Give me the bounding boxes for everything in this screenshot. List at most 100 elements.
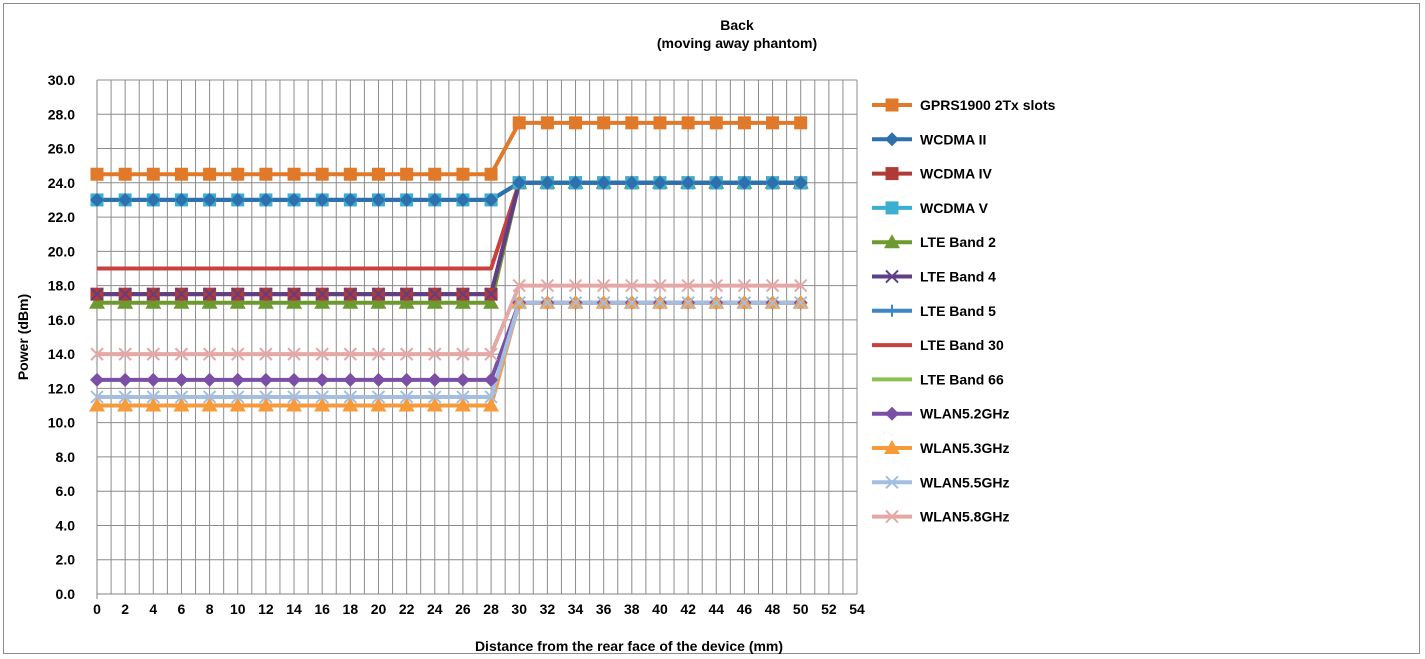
data-point bbox=[146, 347, 161, 361]
data-point bbox=[399, 347, 414, 361]
series-marker-group bbox=[90, 116, 808, 181]
data-point bbox=[89, 397, 105, 412]
data-point bbox=[287, 390, 301, 404]
data-point bbox=[569, 116, 583, 130]
data-point bbox=[512, 116, 526, 130]
data-point bbox=[793, 278, 808, 293]
data-point bbox=[512, 175, 527, 190]
x-tick-label: 14 bbox=[286, 601, 302, 617]
data-point bbox=[540, 116, 554, 130]
chart-title: Back bbox=[720, 17, 754, 33]
x-tick-label: 2 bbox=[121, 601, 129, 617]
data-point bbox=[681, 296, 695, 310]
x-tick-label: 30 bbox=[511, 601, 527, 617]
data-point bbox=[793, 296, 808, 310]
data-point bbox=[118, 372, 133, 387]
data-point bbox=[370, 397, 387, 412]
data-point bbox=[737, 296, 752, 310]
legend-marker bbox=[885, 475, 899, 490]
y-tick-label: 10.0 bbox=[48, 415, 75, 431]
data-point bbox=[315, 390, 329, 404]
data-point bbox=[145, 294, 162, 309]
y-tick-label: 30.0 bbox=[48, 72, 75, 88]
data-point bbox=[483, 397, 500, 412]
x-tick-label: 22 bbox=[399, 601, 415, 617]
x-tick-label: 42 bbox=[680, 601, 696, 617]
x-tick-label: 38 bbox=[624, 601, 640, 617]
legend-marker bbox=[884, 234, 900, 249]
data-point bbox=[343, 347, 358, 361]
data-point bbox=[286, 294, 303, 309]
data-point bbox=[118, 167, 132, 181]
data-point bbox=[117, 397, 134, 412]
data-point bbox=[287, 287, 301, 301]
data-point bbox=[343, 192, 358, 207]
data-point bbox=[146, 167, 160, 181]
data-point bbox=[90, 390, 104, 404]
legend-label: WLAN5.2GHz bbox=[920, 406, 1009, 422]
y-tick-label: 4.0 bbox=[56, 517, 76, 533]
y-tick-labels: 0.0 2.0 4.0 6.0 8.0 10.0 12.0 14.0 16.0 18.0 20.0 2… bbox=[48, 72, 75, 602]
legend-label: WLAN5.5GHz bbox=[920, 474, 1009, 490]
data-point bbox=[342, 294, 359, 309]
data-point bbox=[231, 287, 245, 301]
legend-item: WCDMA IV bbox=[872, 166, 992, 182]
y-tick-label: 20.0 bbox=[48, 243, 75, 259]
data-point bbox=[314, 294, 331, 309]
legend-item: GPRS1900 2Tx slots bbox=[872, 97, 1056, 113]
x-tick-label: 52 bbox=[821, 601, 837, 617]
data-point bbox=[455, 372, 470, 387]
data-point bbox=[765, 296, 780, 310]
data-point bbox=[259, 167, 273, 181]
legend-marker bbox=[885, 167, 899, 181]
data-point bbox=[117, 294, 134, 309]
legend-label: LTE Band 4 bbox=[920, 269, 996, 285]
data-point bbox=[597, 116, 611, 130]
data-point bbox=[624, 175, 639, 190]
legend-item: LTE Band 30 bbox=[872, 337, 1004, 353]
data-point bbox=[231, 347, 245, 361]
data-point bbox=[428, 347, 442, 361]
data-point bbox=[653, 296, 667, 310]
data-point bbox=[202, 287, 217, 301]
x-tick-label: 34 bbox=[568, 601, 584, 617]
data-point bbox=[90, 167, 104, 181]
data-point bbox=[737, 175, 752, 190]
data-point bbox=[287, 192, 302, 207]
legend-item: LTE Band 4 bbox=[872, 269, 996, 285]
x-tick-label: 28 bbox=[483, 601, 499, 617]
data-point bbox=[625, 278, 639, 293]
x-axis-label: Distance from the rear face of the devic… bbox=[475, 638, 783, 654]
axes bbox=[96, 80, 857, 599]
data-point bbox=[314, 397, 331, 412]
data-point bbox=[483, 294, 500, 309]
data-point bbox=[596, 296, 611, 310]
x-tick-label: 48 bbox=[765, 601, 781, 617]
data-point bbox=[428, 287, 442, 301]
data-point bbox=[343, 390, 358, 404]
data-point bbox=[765, 175, 780, 190]
data-point bbox=[456, 167, 470, 181]
legend-item: WCDMA II bbox=[872, 131, 986, 147]
x-tick-label: 0 bbox=[93, 601, 101, 617]
data-point bbox=[202, 372, 217, 387]
series-marker-group bbox=[89, 294, 809, 412]
data-point bbox=[287, 372, 302, 387]
data-point bbox=[371, 390, 386, 404]
y-tick-label: 8.0 bbox=[56, 449, 76, 465]
data-point bbox=[456, 347, 470, 361]
data-point bbox=[455, 192, 470, 207]
data-point bbox=[230, 372, 245, 387]
data-point bbox=[653, 116, 667, 130]
data-point bbox=[399, 192, 414, 207]
legend-marker bbox=[885, 132, 899, 147]
data-point bbox=[625, 116, 639, 130]
legend: GPRS1900 2Tx slots WCDMA II WCDMA IV WCDMA … bbox=[872, 97, 1056, 525]
data-point bbox=[146, 287, 161, 301]
series-marker-group bbox=[90, 175, 808, 207]
legend-item: WLAN5.5GHz bbox=[872, 474, 1009, 490]
data-point bbox=[118, 192, 133, 207]
legend-label: LTE Band 66 bbox=[920, 371, 1004, 387]
data-point bbox=[793, 175, 808, 190]
